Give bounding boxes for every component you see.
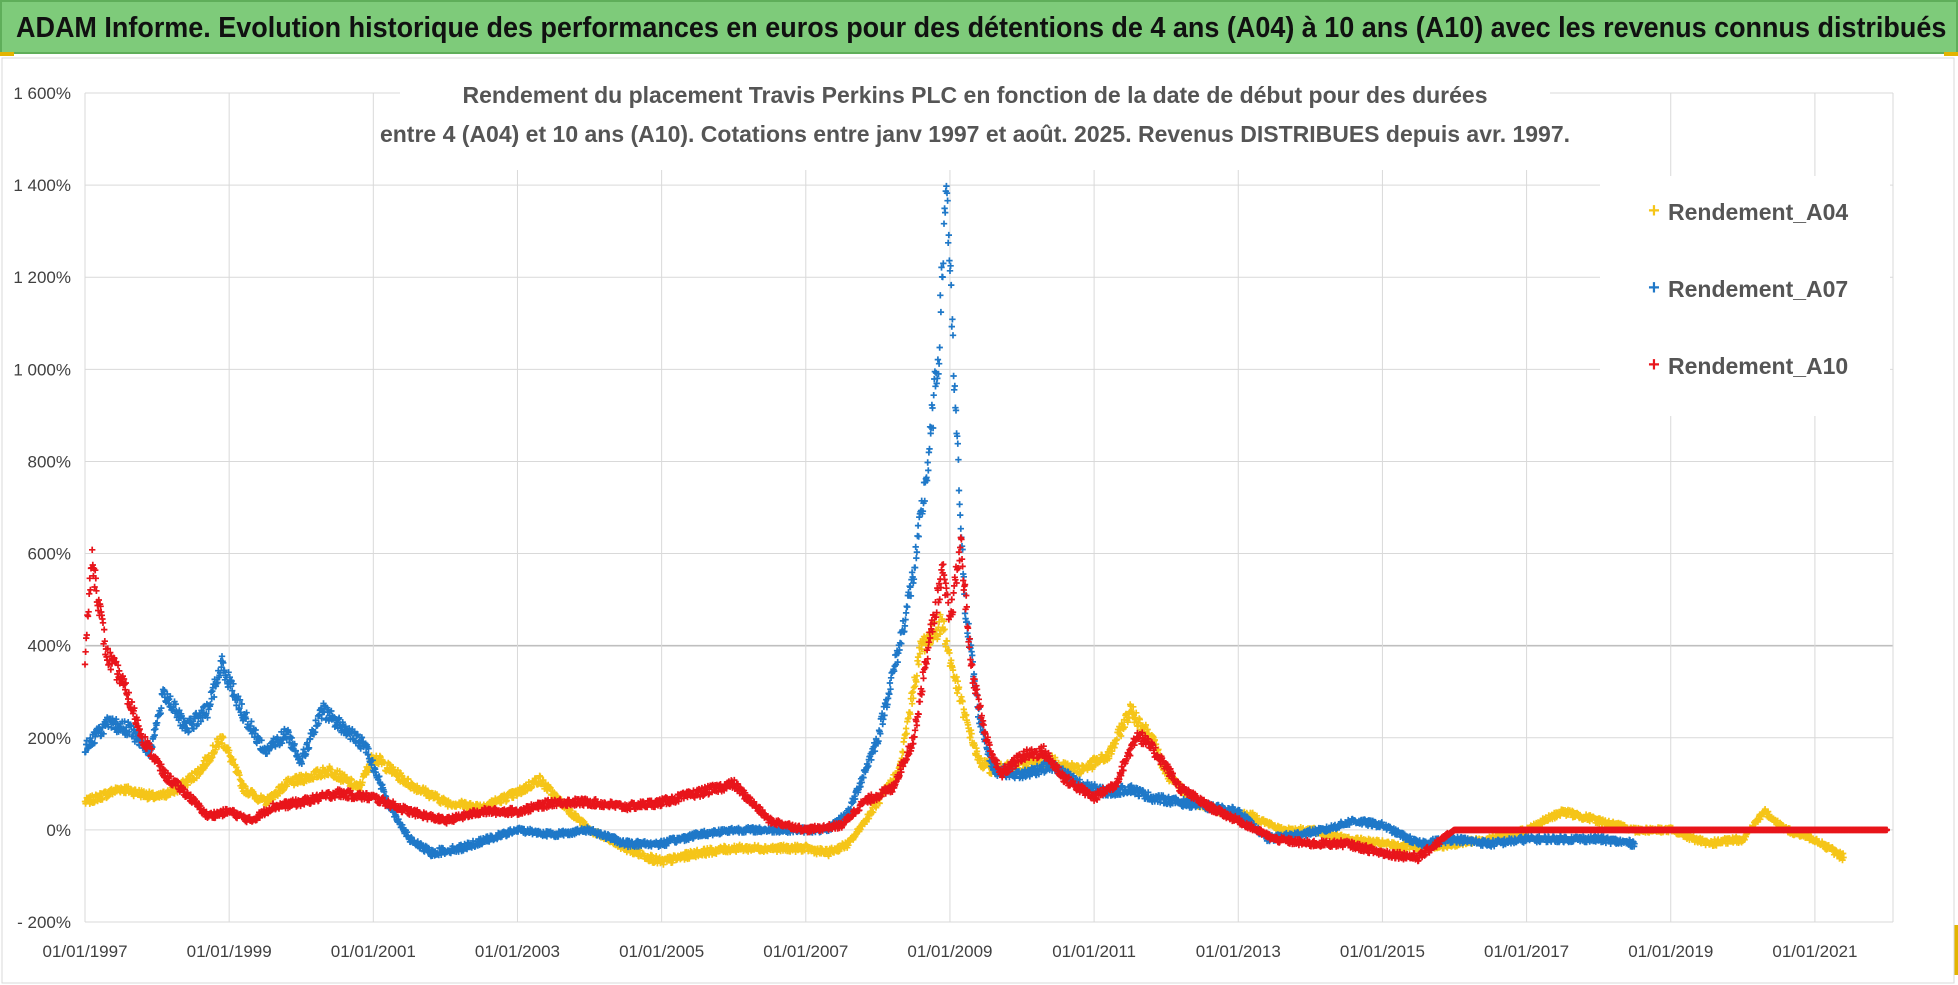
title-banner: ADAM Informe. Evolution historique des p… [0, 0, 1958, 54]
y-axis-ticks: - 200% 0% 200% 400% 600% 800% 1 000% 1 200% 1 40… [13, 84, 71, 932]
point-marker [359, 779, 366, 786]
point-marker [209, 754, 216, 761]
banner-title: ADAM Informe. Evolution historique des p… [16, 12, 1947, 44]
point-marker [233, 764, 240, 771]
point-marker [220, 734, 227, 741]
x-tick-label: 01/01/2021 [1772, 942, 1857, 961]
x-tick-label: 01/01/2007 [763, 942, 848, 961]
y-tick-label: 1 200% [13, 268, 71, 287]
point-marker [125, 783, 132, 790]
y-tick-label: 0% [46, 821, 71, 840]
x-tick-label: 01/01/2011 [1052, 942, 1136, 961]
point-marker [226, 747, 233, 754]
series-layer [81, 182, 1890, 868]
point-marker [218, 739, 226, 747]
point-marker [238, 777, 245, 785]
y-tick-label: 1 600% [13, 84, 71, 103]
corner-marker [1944, 52, 1958, 56]
x-tick-label: 01/01/2005 [619, 942, 704, 961]
corner-marker [1954, 925, 1958, 975]
point-marker [99, 796, 106, 803]
point-marker [184, 781, 191, 789]
x-tick-label: 01/01/2013 [1196, 942, 1281, 961]
point-marker [498, 799, 505, 807]
y-tick-label: 1 400% [13, 176, 71, 195]
y-tick-label: 400% [28, 637, 71, 656]
point-marker [197, 770, 204, 777]
point-marker [537, 773, 544, 780]
x-tick-label: 01/01/2015 [1340, 942, 1425, 961]
x-tick-label: 01/01/2001 [331, 942, 416, 961]
point-marker [547, 784, 554, 792]
x-tick-label: 01/01/1997 [42, 942, 127, 961]
corner-marker [0, 52, 14, 56]
x-tick-label: 01/01/1999 [187, 942, 272, 961]
point-marker [310, 776, 317, 783]
y-tick-label: 800% [28, 452, 71, 471]
x-axis-ticks: 01/01/1997 01/01/1999 01/01/2001 01/01/2003… [42, 942, 1857, 961]
point-marker [405, 775, 412, 783]
point-marker [394, 767, 402, 774]
y-tick-label: 200% [28, 729, 71, 748]
scatter-chart: - 200% 0% 200% 400% 600% 800% 1 000% 1 200% 1 40… [1, 57, 1955, 984]
grid [84, 92, 1894, 923]
point-marker [348, 776, 355, 784]
x-tick-label: 01/01/2019 [1628, 942, 1713, 961]
y-tick-label: 1 000% [13, 360, 71, 379]
y-tick-label: 600% [28, 545, 71, 564]
point-marker [510, 794, 517, 801]
x-tick-label: 01/01/2003 [475, 942, 560, 961]
x-tick-label: 01/01/2017 [1484, 942, 1569, 961]
x-tick-label: 01/01/2009 [907, 942, 992, 961]
y-tick-label: - 200% [17, 913, 71, 932]
point-marker [242, 783, 249, 790]
